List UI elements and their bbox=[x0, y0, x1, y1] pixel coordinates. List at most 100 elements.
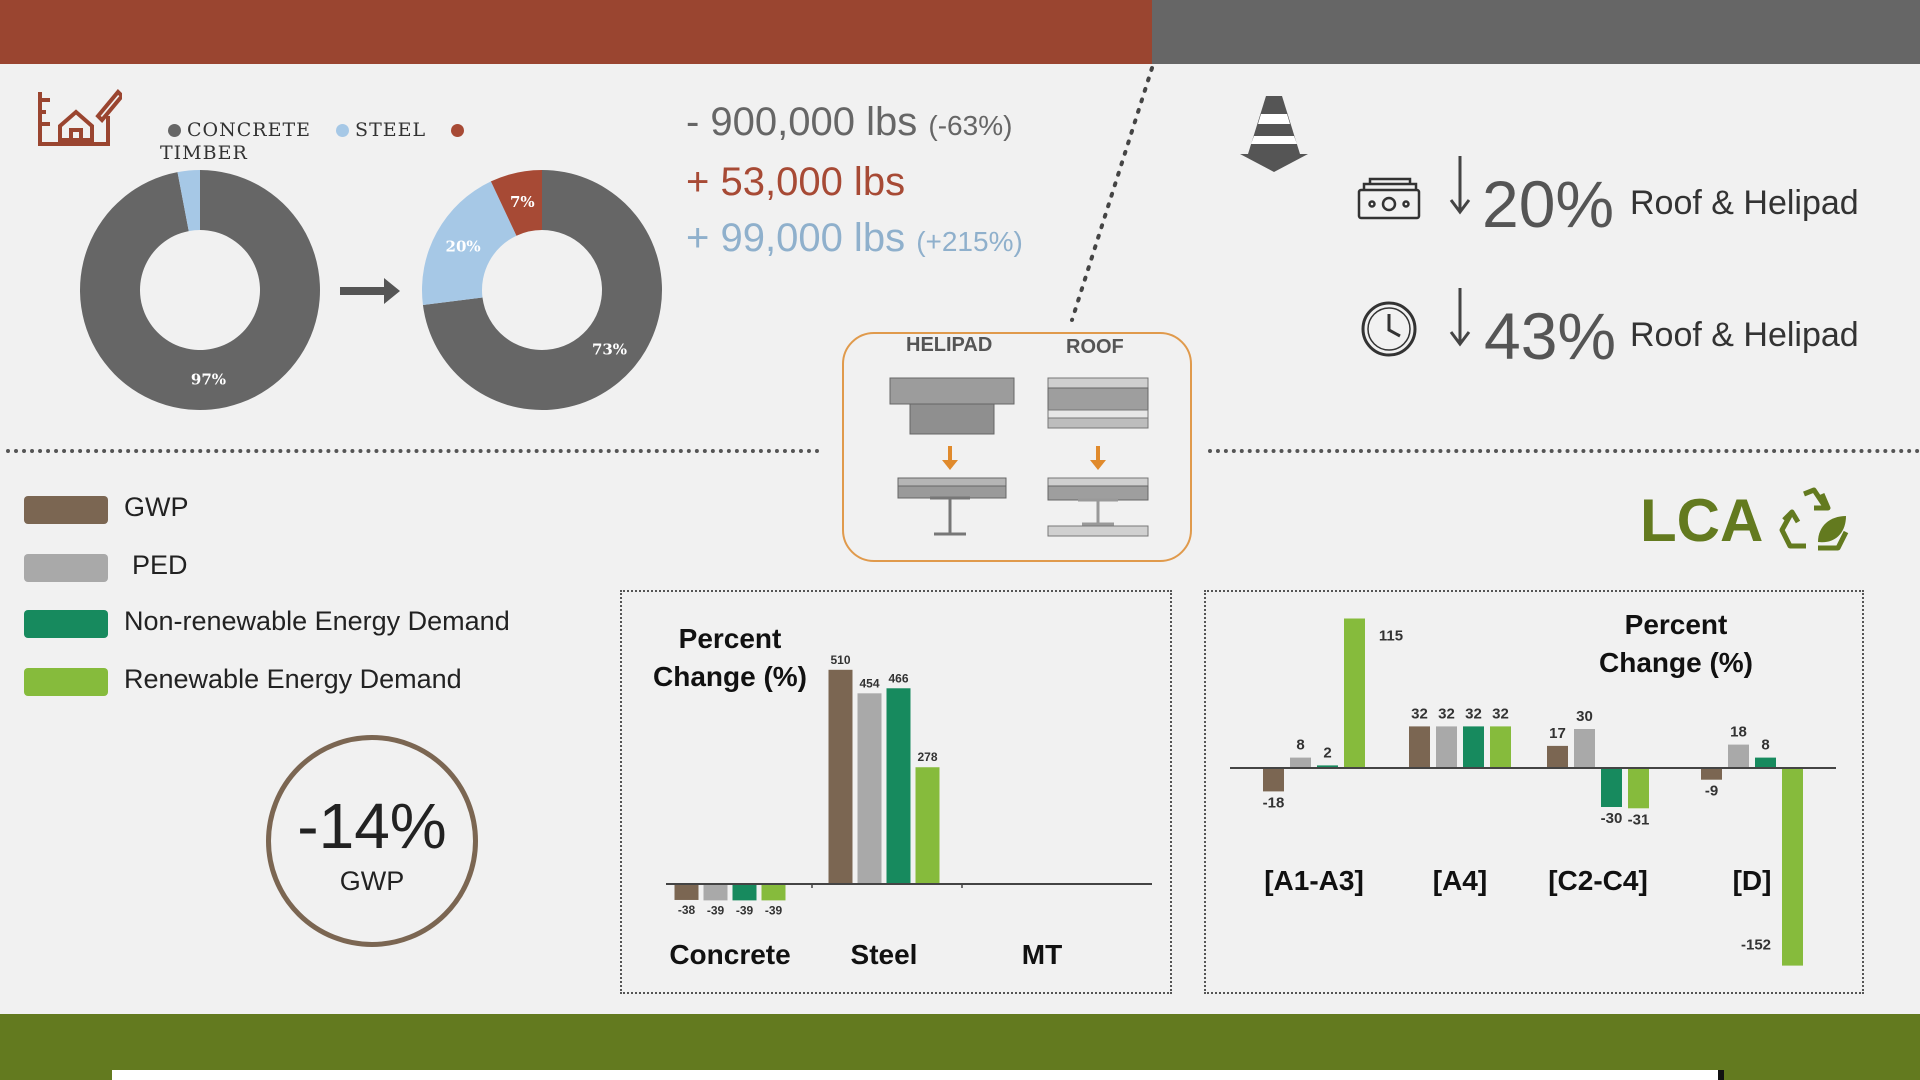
bar-label-concrete-2: -39 bbox=[736, 903, 754, 917]
detail-comparison-box: HELIPAD ROOF bbox=[842, 332, 1192, 562]
legend-swatch-ped bbox=[24, 554, 108, 582]
category-label-mt: MT bbox=[1022, 939, 1062, 970]
divider-right bbox=[1208, 449, 1920, 453]
divider-left bbox=[6, 449, 820, 453]
bar-concrete-0 bbox=[674, 884, 699, 900]
stage-label-0: [A1-A3] bbox=[1264, 865, 1364, 896]
bar-label-stage3-1: 18 bbox=[1730, 724, 1747, 741]
bottom-banner bbox=[0, 1014, 1920, 1080]
bar-label-steel-1: 454 bbox=[859, 676, 879, 690]
bar-label-stage2-1: 30 bbox=[1576, 708, 1593, 725]
bar-label-stage1-1: 32 bbox=[1438, 705, 1455, 722]
legend-label-steel: STEEL bbox=[355, 119, 427, 141]
chart1-title-line1: Percent bbox=[679, 623, 782, 654]
bar-label-stage0-2: 2 bbox=[1323, 744, 1331, 761]
bar-label-concrete-3: -39 bbox=[765, 903, 783, 917]
bar-steel-3 bbox=[915, 767, 940, 884]
bottom-strip-end bbox=[1718, 1070, 1724, 1080]
bar-stage3-0 bbox=[1701, 768, 1722, 780]
bar-stage3-3 bbox=[1782, 768, 1803, 966]
donut-label-concrete: 73% bbox=[592, 341, 627, 359]
legend-label-renew: Renewable Energy Demand bbox=[124, 664, 462, 694]
gwp-summary-circle: -14% GWP bbox=[266, 735, 478, 947]
bar-stage1-2 bbox=[1463, 726, 1484, 768]
timber-weight-pct: (+215%) bbox=[916, 226, 1023, 257]
donut-slice-timber bbox=[490, 170, 542, 236]
bar-concrete-2 bbox=[732, 884, 757, 901]
bar-label-stage1-0: 32 bbox=[1411, 705, 1428, 722]
dotted-connector bbox=[1070, 66, 1154, 322]
donut-slice-concrete bbox=[422, 170, 662, 410]
bar-stage0-0 bbox=[1263, 768, 1284, 792]
legend-swatch-renew bbox=[24, 668, 108, 696]
donut-slice-steel bbox=[422, 181, 517, 306]
bar-label-stage1-2: 32 bbox=[1465, 705, 1482, 722]
donut-chart-after: 73% 20% 7% bbox=[422, 170, 662, 410]
down-arrow-icon bbox=[1449, 288, 1471, 347]
stage-label-3: [D] bbox=[1733, 865, 1772, 896]
gwp-summary-label: GWP bbox=[339, 866, 405, 896]
legend-dot-steel bbox=[336, 123, 350, 137]
category-label-steel: Steel bbox=[851, 939, 918, 970]
concrete-weight-change: - 900,000 lbs (-63%) bbox=[686, 94, 1106, 154]
top-banner-right bbox=[1152, 0, 1920, 64]
bar-stage1-0 bbox=[1409, 726, 1430, 768]
steel-weight-value: + 53,000 lbs bbox=[686, 160, 906, 204]
bar-label-steel-0: 510 bbox=[830, 653, 850, 667]
bar-label-concrete-0: -38 bbox=[678, 903, 696, 917]
section-detail-drawing bbox=[889, 377, 1149, 537]
steel-weight-change: + 53,000 lbs bbox=[686, 154, 1106, 210]
legend-label-nonrenew: Non-renewable Energy Demand bbox=[124, 606, 510, 636]
bar-steel-2 bbox=[886, 688, 911, 884]
stage-chart-box bbox=[1204, 590, 1864, 994]
bar-label-steel-3: 278 bbox=[917, 750, 937, 764]
bar-label-stage0-3: 115 bbox=[1379, 628, 1403, 645]
bar-stage3-1 bbox=[1728, 744, 1749, 768]
chart2-title-line2: Change (%) bbox=[1599, 647, 1753, 678]
legend-dot-concrete bbox=[168, 123, 181, 137]
right-arrow-icon bbox=[340, 278, 400, 304]
bar-label-stage3-3: -152 bbox=[1741, 937, 1771, 954]
bar-stage3-2 bbox=[1755, 757, 1776, 768]
legend-swatch-gwp bbox=[24, 496, 108, 524]
bar-stage2-0 bbox=[1547, 745, 1568, 768]
legend-swatch-nonrenew bbox=[24, 610, 108, 638]
concrete-weight-pct: (-63%) bbox=[928, 110, 1013, 141]
stat-cost-label: Roof & Helipad bbox=[1630, 184, 1859, 222]
donut-slice-concrete bbox=[80, 170, 320, 410]
chart1-title-line2: Change (%) bbox=[653, 661, 807, 692]
material-chart-box bbox=[620, 590, 1172, 994]
bar-label-stage3-0: -9 bbox=[1705, 783, 1718, 800]
bar-stage2-1 bbox=[1574, 729, 1595, 768]
stage-label-1: [A4] bbox=[1433, 865, 1487, 896]
bar-stage2-2 bbox=[1601, 768, 1622, 807]
top-banner-left bbox=[0, 0, 1152, 64]
bar-label-stage0-0: -18 bbox=[1263, 794, 1285, 811]
series-legend: GWP PED Non-renewable Energy Demand Rene… bbox=[24, 492, 544, 706]
timber-weight-change: + 99,000 lbs (+215%) bbox=[686, 210, 1106, 270]
donut-slice-steel bbox=[177, 170, 200, 232]
bar-concrete-3 bbox=[761, 884, 786, 901]
legend-label-ped: PED bbox=[132, 550, 188, 580]
bar-label-stage2-3: -31 bbox=[1628, 811, 1650, 828]
bar-stage0-3 bbox=[1344, 618, 1365, 768]
donut-label-concrete: 97% bbox=[191, 371, 226, 389]
traffic-cone-icon bbox=[1240, 96, 1308, 172]
bar-label-steel-2: 466 bbox=[888, 671, 908, 685]
roof-label: ROOF bbox=[1066, 336, 1124, 358]
blueprint-house-icon bbox=[38, 89, 122, 146]
stat-cost-value: 20% bbox=[1482, 167, 1615, 241]
legend-label-gwp: GWP bbox=[124, 492, 189, 522]
bar-label-stage1-3: 32 bbox=[1492, 705, 1509, 722]
bottom-strip bbox=[112, 1070, 1722, 1080]
bar-label-concrete-1: -39 bbox=[707, 903, 725, 917]
bar-stage0-1 bbox=[1290, 757, 1311, 768]
bar-label-stage3-2: 8 bbox=[1761, 737, 1769, 754]
stage-label-2: [C2-C4] bbox=[1548, 865, 1648, 896]
bar-stage1-3 bbox=[1490, 726, 1511, 768]
material-bar-chart: Percent Change (%) -38 -39 -39 -39 Concrete 510… bbox=[653, 623, 1152, 970]
recycle-leaf-icon bbox=[1779, 487, 1849, 551]
weight-changes: - 900,000 lbs (-63%) + 53,000 lbs + 99,0… bbox=[686, 94, 1106, 270]
chart2-title-line1: Percent bbox=[1625, 609, 1728, 640]
donut-chart-before: 97% bbox=[80, 170, 320, 410]
